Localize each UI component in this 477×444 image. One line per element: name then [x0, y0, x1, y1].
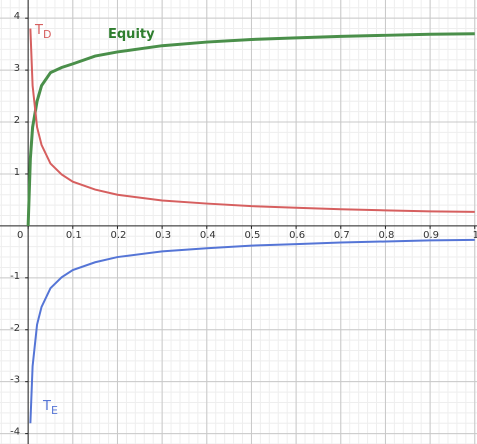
- y-tick-label: -1: [10, 271, 20, 282]
- x-tick-label: 0.4: [200, 230, 216, 241]
- y-tick-label: -4: [10, 427, 20, 438]
- x-tick-label: 0: [17, 230, 23, 241]
- annotation: TD: [34, 23, 51, 42]
- x-tick-label: 0.3: [155, 230, 171, 241]
- annotation-subscript: E: [51, 404, 58, 417]
- y-tick-label: 1: [14, 167, 20, 178]
- x-tick-label: 0.9: [423, 230, 439, 241]
- annotation: TE: [42, 399, 58, 418]
- y-tick-label: 3: [14, 63, 20, 74]
- series-line: [29, 28, 475, 213]
- x-tick-label: 0.1: [66, 230, 82, 241]
- x-tick-label: 0.7: [334, 230, 350, 241]
- annotation: Equity: [108, 27, 155, 42]
- series-line: [29, 238, 475, 424]
- annotation-text: T: [42, 399, 51, 414]
- y-tick-label: 4: [14, 11, 20, 22]
- annotation-text: T: [34, 23, 43, 38]
- x-tick-label: 1: [473, 230, 477, 241]
- series-line: [26, 32, 475, 226]
- annotation-subscript: D: [43, 28, 51, 41]
- x-tick-label: 0.8: [378, 230, 394, 241]
- x-tick-label: 0.2: [111, 230, 127, 241]
- y-tick-label: -2: [10, 323, 20, 334]
- x-tick-label: 0.6: [289, 230, 305, 241]
- y-tick-label: 2: [14, 115, 20, 126]
- x-tick-label: 0.5: [244, 230, 260, 241]
- annotation-text: Equity: [108, 27, 155, 42]
- y-tick-label: -3: [10, 375, 20, 386]
